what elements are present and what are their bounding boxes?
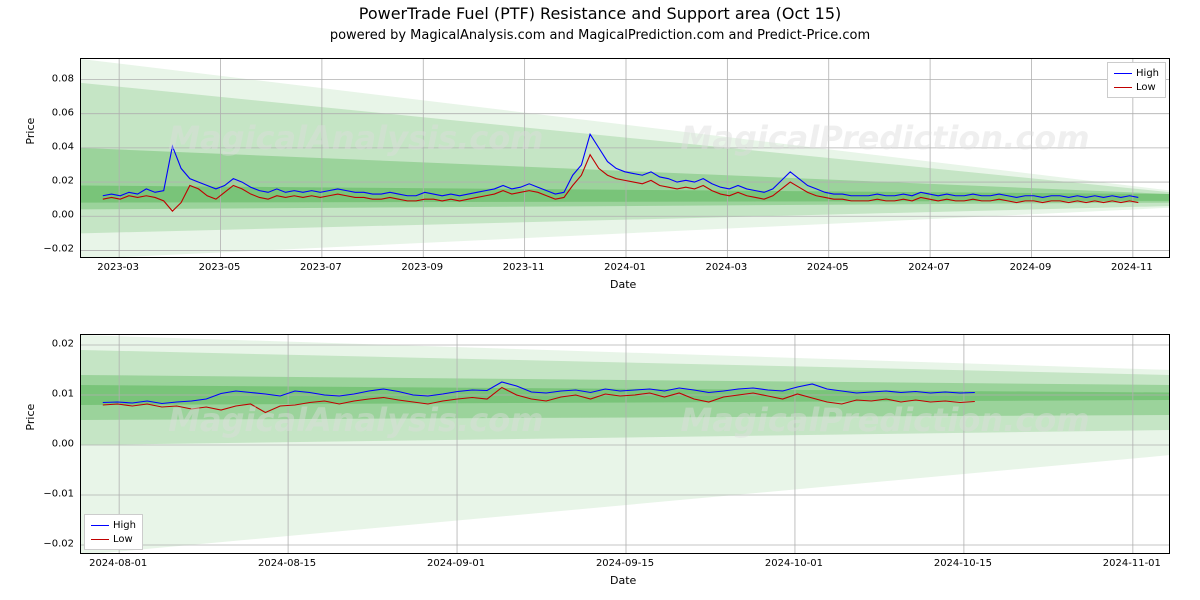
legend: High Low — [84, 514, 143, 550]
yaxis-label: Price — [24, 118, 37, 145]
legend-swatch — [1114, 87, 1132, 88]
xtick-label: 2024-03 — [705, 262, 747, 273]
xtick-label: 2024-10-01 — [765, 558, 823, 569]
plot-svg — [81, 59, 1169, 257]
ytick-label: −0.02 — [14, 244, 74, 255]
chart-panel-bottom: MagicalAnalysis.comMagicalPrediction.com — [80, 334, 1170, 554]
xtick-label: 2024-09 — [1010, 262, 1052, 273]
xtick-label: 2023-03 — [97, 262, 139, 273]
figure: PowerTrade Fuel (PTF) Resistance and Sup… — [0, 0, 1200, 600]
legend: High Low — [1107, 62, 1166, 98]
xaxis-label: Date — [610, 278, 636, 291]
ytick-label: 0.02 — [14, 176, 74, 187]
legend-label: Low — [113, 534, 133, 545]
ytick-label: 0.02 — [14, 339, 74, 350]
ytick-label: 0.06 — [14, 107, 74, 118]
legend-label: High — [1136, 68, 1159, 79]
figure-title: PowerTrade Fuel (PTF) Resistance and Sup… — [0, 4, 1200, 23]
xtick-label: 2023-07 — [300, 262, 342, 273]
xtick-label: 2024-09-01 — [427, 558, 485, 569]
xtick-label: 2023-11 — [503, 262, 545, 273]
xtick-label: 2024-09-15 — [596, 558, 654, 569]
ytick-label: 0.08 — [14, 73, 74, 84]
xtick-label: 2024-11 — [1111, 262, 1153, 273]
legend-label: High — [113, 520, 136, 531]
xaxis-label: Date — [610, 574, 636, 587]
legend-entry: High — [91, 518, 136, 532]
legend-swatch — [91, 525, 109, 526]
xtick-label: 2024-10-15 — [934, 558, 992, 569]
ytick-label: 0.00 — [14, 439, 74, 450]
xtick-label: 2024-11-01 — [1103, 558, 1161, 569]
figure-subtitle: powered by MagicalAnalysis.com and Magic… — [0, 28, 1200, 43]
yaxis-label: Price — [24, 404, 37, 431]
ytick-label: 0.04 — [14, 141, 74, 152]
xtick-label: 2023-09 — [401, 262, 443, 273]
ytick-label: −0.01 — [14, 489, 74, 500]
ytick-label: 0.00 — [14, 210, 74, 221]
xtick-label: 2023-05 — [199, 262, 241, 273]
plot-svg — [81, 335, 1169, 553]
xtick-label: 2024-08-15 — [258, 558, 316, 569]
chart-panel-top: MagicalAnalysis.comMagicalPrediction.com — [80, 58, 1170, 258]
xtick-label: 2024-05 — [807, 262, 849, 273]
xtick-label: 2024-07 — [908, 262, 950, 273]
ytick-label: −0.02 — [14, 539, 74, 550]
legend-entry: Low — [91, 532, 136, 546]
xtick-label: 2024-01 — [604, 262, 646, 273]
legend-entry: Low — [1114, 80, 1159, 94]
xtick-label: 2024-08-01 — [89, 558, 147, 569]
legend-label: Low — [1136, 82, 1156, 93]
legend-swatch — [1114, 73, 1132, 74]
ytick-label: 0.01 — [14, 389, 74, 400]
legend-swatch — [91, 539, 109, 540]
legend-entry: High — [1114, 66, 1159, 80]
